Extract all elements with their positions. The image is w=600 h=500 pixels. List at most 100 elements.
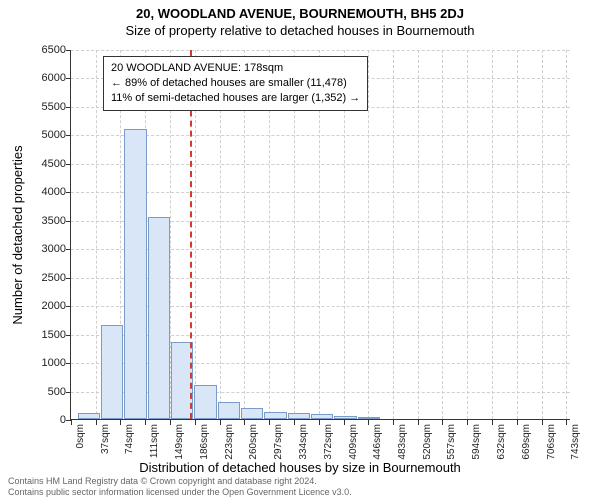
ytick-mark: [66, 306, 71, 307]
y-axis-label: Number of detached properties: [10, 145, 25, 324]
xtick-mark: [96, 420, 97, 425]
xtick-label: 520sqm: [422, 424, 433, 460]
ytick-label: 3000: [16, 243, 66, 255]
xtick-mark: [244, 420, 245, 425]
xtick-label: 706sqm: [546, 424, 557, 460]
xtick-mark: [71, 420, 72, 425]
xtick-label: 594sqm: [471, 424, 482, 460]
ytick-mark: [66, 363, 71, 364]
xtick-label: 446sqm: [372, 424, 383, 460]
plot-area: 0500100015002000250030003500400045005000…: [70, 50, 570, 420]
ytick-label: 1000: [16, 357, 66, 369]
xtick-mark: [566, 420, 567, 425]
ytick-label: 5500: [16, 101, 66, 113]
xtick-mark: [368, 420, 369, 425]
gridline-v: [492, 50, 493, 419]
footer-attribution: Contains HM Land Registry data © Crown c…: [8, 476, 352, 498]
annotation-box: 20 WOODLAND AVENUE: 178sqm← 89% of detac…: [103, 56, 368, 111]
histogram-bar: [148, 217, 170, 419]
xtick-mark: [170, 420, 171, 425]
gridline-v: [566, 50, 567, 419]
xtick-mark: [145, 420, 146, 425]
gridline-v: [368, 50, 369, 419]
gridline-v: [517, 50, 518, 419]
xtick-label: 0sqm: [75, 424, 86, 448]
xtick-mark: [220, 420, 221, 425]
gridline-v: [442, 50, 443, 419]
ytick-mark: [66, 135, 71, 136]
ytick-mark: [66, 278, 71, 279]
ytick-mark: [66, 107, 71, 108]
histogram-bar: [241, 408, 263, 419]
gridline-v: [467, 50, 468, 419]
ytick-label: 0: [16, 414, 66, 426]
x-axis-label: Distribution of detached houses by size …: [0, 460, 600, 475]
ytick-label: 4500: [16, 158, 66, 170]
ytick-label: 5000: [16, 129, 66, 141]
ytick-mark: [66, 164, 71, 165]
xtick-label: 297sqm: [273, 424, 284, 460]
xtick-label: 111sqm: [149, 424, 160, 458]
footer-line1: Contains HM Land Registry data © Crown c…: [8, 476, 352, 487]
ytick-mark: [66, 221, 71, 222]
xtick-mark: [517, 420, 518, 425]
gridline-v: [393, 50, 394, 419]
annotation-line2: ← 89% of detached houses are smaller (11…: [111, 76, 360, 91]
chart-container: 20, WOODLAND AVENUE, BOURNEMOUTH, BH5 2D…: [0, 0, 600, 500]
histogram-bar: [358, 417, 380, 419]
xtick-mark: [442, 420, 443, 425]
xtick-label: 632sqm: [496, 424, 507, 460]
xtick-mark: [492, 420, 493, 425]
ytick-mark: [66, 78, 71, 79]
xtick-label: 223sqm: [224, 424, 235, 460]
histogram-bar: [311, 414, 333, 419]
xtick-label: 260sqm: [248, 424, 259, 460]
ytick-mark: [66, 50, 71, 51]
xtick-label: 74sqm: [124, 424, 135, 454]
annotation-line3: 11% of semi-detached houses are larger (…: [111, 91, 360, 106]
histogram-bar: [334, 416, 356, 419]
xtick-mark: [195, 420, 196, 425]
xtick-label: 186sqm: [199, 424, 210, 460]
xtick-label: 37sqm: [100, 424, 111, 454]
histogram-bar: [78, 413, 100, 419]
ytick-label: 500: [16, 386, 66, 398]
xtick-mark: [294, 420, 295, 425]
xtick-label: 409sqm: [348, 424, 359, 460]
xtick-mark: [418, 420, 419, 425]
ytick-label: 6500: [16, 44, 66, 56]
ytick-label: 4000: [16, 186, 66, 198]
ytick-label: 3500: [16, 215, 66, 227]
xtick-label: 669sqm: [521, 424, 532, 460]
xtick-mark: [344, 420, 345, 425]
gridline-v: [96, 50, 97, 419]
xtick-label: 149sqm: [174, 424, 185, 460]
histogram-bar: [264, 412, 286, 419]
ytick-mark: [66, 335, 71, 336]
histogram-bar: [288, 413, 310, 419]
xtick-label: 743sqm: [570, 424, 581, 460]
chart-title-line2: Size of property relative to detached ho…: [0, 21, 600, 38]
ytick-label: 6000: [16, 72, 66, 84]
gridline-v: [542, 50, 543, 419]
xtick-mark: [120, 420, 121, 425]
xtick-mark: [269, 420, 270, 425]
ytick-label: 2000: [16, 300, 66, 312]
histogram-bar: [218, 402, 240, 419]
ytick-label: 1500: [16, 329, 66, 341]
chart-title-line1: 20, WOODLAND AVENUE, BOURNEMOUTH, BH5 2D…: [0, 0, 600, 21]
footer-line2: Contains public sector information licen…: [8, 487, 352, 498]
xtick-mark: [393, 420, 394, 425]
ytick-mark: [66, 249, 71, 250]
ytick-label: 2500: [16, 272, 66, 284]
histogram-bar: [101, 325, 123, 419]
ytick-mark: [66, 192, 71, 193]
xtick-label: 334sqm: [298, 424, 309, 460]
gridline-v: [418, 50, 419, 419]
xtick-mark: [542, 420, 543, 425]
xtick-label: 372sqm: [323, 424, 334, 460]
annotation-line1: 20 WOODLAND AVENUE: 178sqm: [111, 61, 360, 76]
xtick-label: 483sqm: [397, 424, 408, 460]
xtick-mark: [467, 420, 468, 425]
histogram-bar: [194, 385, 216, 419]
